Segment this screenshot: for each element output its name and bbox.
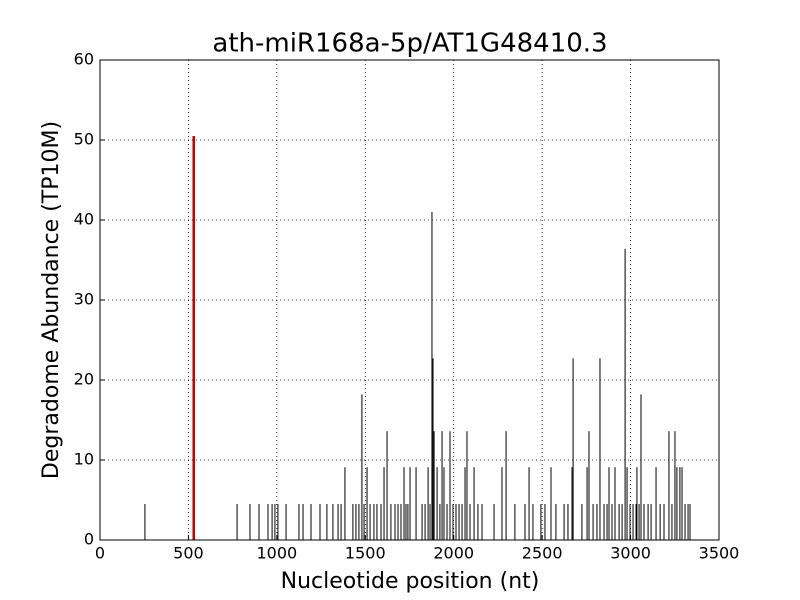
y-tick-label: 30 — [74, 290, 94, 309]
x-tick-label: 1500 — [345, 544, 386, 563]
x-tick-label: 3500 — [699, 544, 740, 563]
chart-title: ath-miR168a-5p/AT1G48410.3 — [212, 29, 607, 59]
x-tick-label: 2000 — [433, 544, 474, 563]
x-tick-label: 1000 — [256, 544, 297, 563]
y-tick-label: 0 — [84, 530, 94, 549]
x-axis-label: Nucleotide position (nt) — [281, 569, 540, 594]
y-tick-label: 50 — [74, 130, 94, 149]
x-tick-label: 0 — [95, 544, 105, 563]
x-tick-label: 500 — [173, 544, 204, 563]
plot-frame — [99, 59, 720, 541]
y-axis-label: Degradome Abundance (TP10M) — [39, 121, 64, 479]
y-tick-label: 60 — [74, 50, 94, 69]
x-tick-label: 3000 — [610, 544, 651, 563]
y-tick-label: 10 — [74, 450, 94, 469]
y-tick-label: 20 — [74, 370, 94, 389]
y-tick-label: 40 — [74, 210, 94, 229]
x-tick-label: 2500 — [522, 544, 563, 563]
